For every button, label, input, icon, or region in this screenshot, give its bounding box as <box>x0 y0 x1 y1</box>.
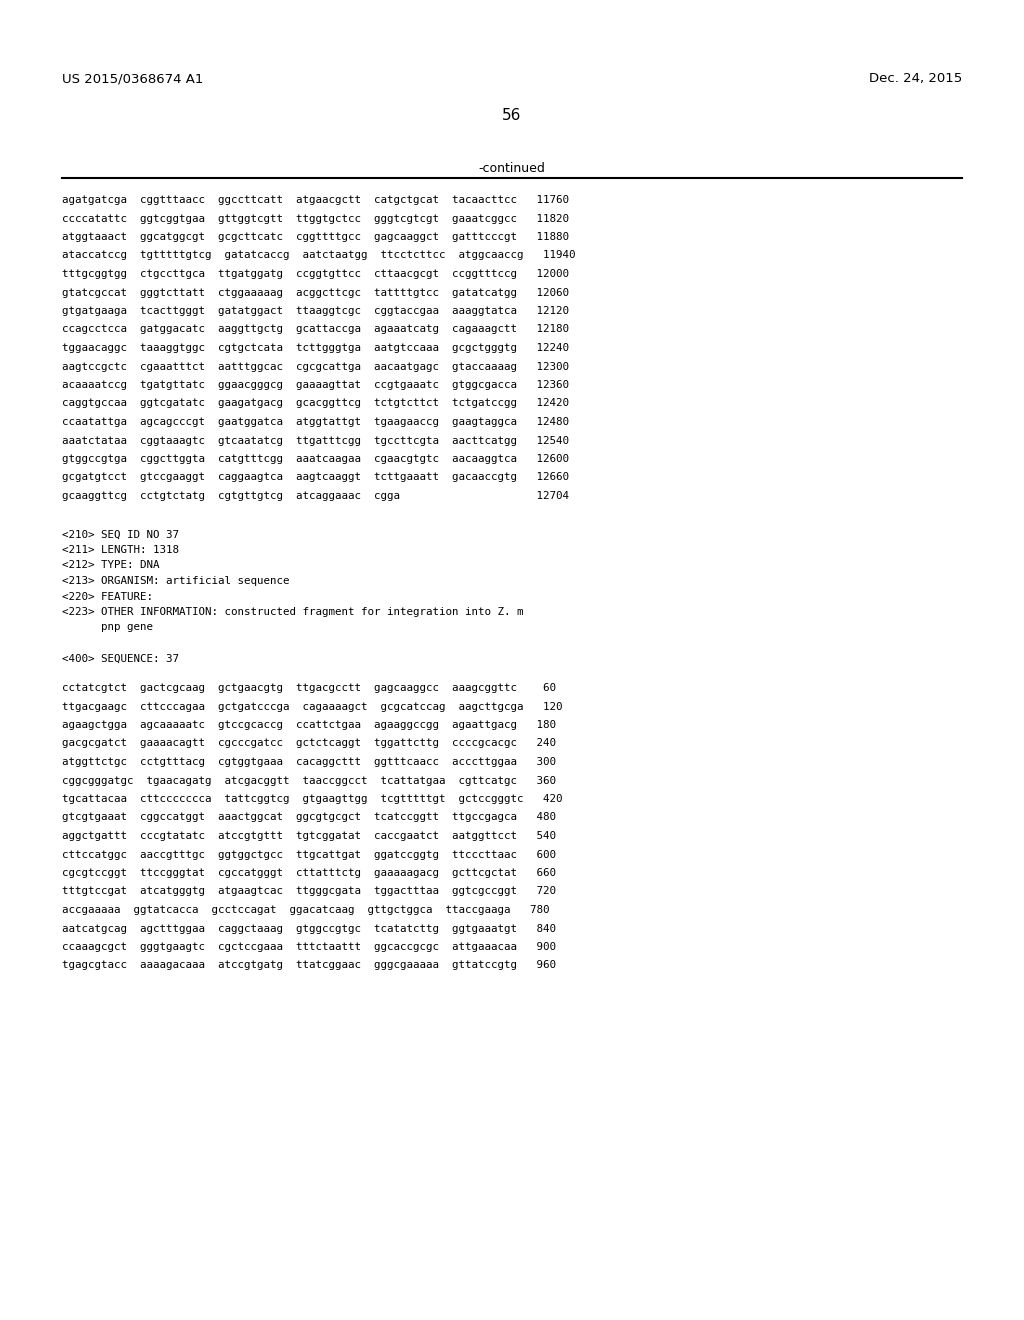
Text: gtgatgaaga  tcacttgggt  gatatggact  ttaaggtcgc  cggtaccgaa  aaaggtatca   12120: gtgatgaaga tcacttgggt gatatggact ttaaggt… <box>62 306 569 315</box>
Text: -continued: -continued <box>478 162 546 176</box>
Text: atggtaaact  ggcatggcgt  gcgcttcatc  cggttttgcc  gagcaaggct  gatttcccgt   11880: atggtaaact ggcatggcgt gcgcttcatc cggtttt… <box>62 232 569 242</box>
Text: Dec. 24, 2015: Dec. 24, 2015 <box>868 73 962 84</box>
Text: agaagctgga  agcaaaaatc  gtccgcaccg  ccattctgaa  agaaggccgg  agaattgacg   180: agaagctgga agcaaaaatc gtccgcaccg ccattct… <box>62 719 556 730</box>
Text: atggttctgc  cctgtttacg  cgtggtgaaa  cacaggcttt  ggtttcaacc  acccttggaa   300: atggttctgc cctgtttacg cgtggtgaaa cacaggc… <box>62 756 556 767</box>
Text: caggtgccaa  ggtcgatatc  gaagatgacg  gcacggttcg  tctgtcttct  tctgatccgg   12420: caggtgccaa ggtcgatatc gaagatgacg gcacggt… <box>62 399 569 408</box>
Text: <400> SEQUENCE: 37: <400> SEQUENCE: 37 <box>62 653 179 664</box>
Text: cttccatggc  aaccgtttgc  ggtggctgcc  ttgcattgat  ggatccggtg  ttcccttaac   600: cttccatggc aaccgtttgc ggtggctgcc ttgcatt… <box>62 850 556 859</box>
Text: pnp gene: pnp gene <box>62 623 153 632</box>
Text: aggctgattt  cccgtatatc  atccgtgttt  tgtcggatat  caccgaatct  aatggttcct   540: aggctgattt cccgtatatc atccgtgttt tgtcgga… <box>62 832 556 841</box>
Text: gcaaggttcg  cctgtctatg  cgtgttgtcg  atcaggaaac  cgga                     12704: gcaaggttcg cctgtctatg cgtgttgtcg atcagga… <box>62 491 569 502</box>
Text: aagtccgctc  cgaaatttct  aatttggcac  cgcgcattga  aacaatgagc  gtaccaaaag   12300: aagtccgctc cgaaatttct aatttggcac cgcgcat… <box>62 362 569 371</box>
Text: ccccatattc  ggtcggtgaa  gttggtcgtt  ttggtgctcc  gggtcgtcgt  gaaatcggcc   11820: ccccatattc ggtcggtgaa gttggtcgtt ttggtgc… <box>62 214 569 223</box>
Text: aaatctataa  cggtaaagtc  gtcaatatcg  ttgatttcgg  tgccttcgta  aacttcatgg   12540: aaatctataa cggtaaagtc gtcaatatcg ttgattt… <box>62 436 569 446</box>
Text: tggaacaggc  taaaggtggc  cgtgctcata  tcttgggtga  aatgtccaaa  gcgctgggtg   12240: tggaacaggc taaaggtggc cgtgctcata tcttggg… <box>62 343 569 352</box>
Text: <212> TYPE: DNA: <212> TYPE: DNA <box>62 561 160 570</box>
Text: tttgtccgat  atcatgggtg  atgaagtcac  ttgggcgata  tggactttaa  ggtcgccggt   720: tttgtccgat atcatgggtg atgaagtcac ttgggcg… <box>62 887 556 896</box>
Text: ttgacgaagc  cttcccagaa  gctgatcccga  cagaaaagct  gcgcatccag  aagcttgcga   120: ttgacgaagc cttcccagaa gctgatcccga cagaaa… <box>62 701 562 711</box>
Text: cgcgtccggt  ttccgggtat  cgccatgggt  cttatttctg  gaaaaagacg  gcttcgctat   660: cgcgtccggt ttccgggtat cgccatgggt cttattt… <box>62 869 556 878</box>
Text: 56: 56 <box>503 108 521 123</box>
Text: tgagcgtacc  aaaagacaaa  atccgtgatg  ttatcggaac  gggcgaaaaa  gttatccgtg   960: tgagcgtacc aaaagacaaa atccgtgatg ttatcgg… <box>62 961 556 970</box>
Text: <211> LENGTH: 1318: <211> LENGTH: 1318 <box>62 545 179 554</box>
Text: aatcatgcag  agctttggaa  caggctaaag  gtggccgtgc  tcatatcttg  ggtgaaatgt   840: aatcatgcag agctttggaa caggctaaag gtggccg… <box>62 924 556 933</box>
Text: ccaaagcgct  gggtgaagtc  cgctccgaaa  tttctaattt  ggcaccgcgc  attgaaacaa   900: ccaaagcgct gggtgaagtc cgctccgaaa tttctaa… <box>62 942 556 952</box>
Text: acaaaatccg  tgatgttatc  ggaacgggcg  gaaaagttat  ccgtgaaatc  gtggcgacca   12360: acaaaatccg tgatgttatc ggaacgggcg gaaaagt… <box>62 380 569 389</box>
Text: cctatcgtct  gactcgcaag  gctgaacgtg  ttgacgcctt  gagcaaggcc  aaagcggttc    60: cctatcgtct gactcgcaag gctgaacgtg ttgacgc… <box>62 682 556 693</box>
Text: gtcgtgaaat  cggccatggt  aaactggcat  ggcgtgcgct  tcatccggtt  ttgccgagca   480: gtcgtgaaat cggccatggt aaactggcat ggcgtgc… <box>62 813 556 822</box>
Text: cggcgggatgc  tgaacagatg  atcgacggtt  taaccggcct  tcattatgaa  cgttcatgc   360: cggcgggatgc tgaacagatg atcgacggtt taaccg… <box>62 776 556 785</box>
Text: ataccatccg  tgtttttgtcg  gatatcaccg  aatctaatgg  ttcctcttcc  atggcaaccg   11940: ataccatccg tgtttttgtcg gatatcaccg aatcta… <box>62 251 575 260</box>
Text: <223> OTHER INFORMATION: constructed fragment for integration into Z. m: <223> OTHER INFORMATION: constructed fra… <box>62 607 523 616</box>
Text: <220> FEATURE:: <220> FEATURE: <box>62 591 153 602</box>
Text: tgcattacaa  cttccccccca  tattcggtcg  gtgaagttgg  tcgtttttgt  gctccgggtc   420: tgcattacaa cttccccccca tattcggtcg gtgaag… <box>62 795 562 804</box>
Text: gacgcgatct  gaaaacagtt  cgcccgatcc  gctctcaggt  tggattcttg  ccccgcacgc   240: gacgcgatct gaaaacagtt cgcccgatcc gctctca… <box>62 738 556 748</box>
Text: <210> SEQ ID NO 37: <210> SEQ ID NO 37 <box>62 529 179 540</box>
Text: gcgatgtcct  gtccgaaggt  caggaagtca  aagtcaaggt  tcttgaaatt  gacaaccgtg   12660: gcgatgtcct gtccgaaggt caggaagtca aagtcaa… <box>62 473 569 483</box>
Text: US 2015/0368674 A1: US 2015/0368674 A1 <box>62 73 204 84</box>
Text: tttgcggtgg  ctgccttgca  ttgatggatg  ccggtgttcc  cttaacgcgt  ccggtttccg   12000: tttgcggtgg ctgccttgca ttgatggatg ccggtgt… <box>62 269 569 279</box>
Text: ccaatattga  agcagcccgt  gaatggatca  atggtattgt  tgaagaaccg  gaagtaggca   12480: ccaatattga agcagcccgt gaatggatca atggtat… <box>62 417 569 426</box>
Text: <213> ORGANISM: artificial sequence: <213> ORGANISM: artificial sequence <box>62 576 290 586</box>
Text: accgaaaaa  ggtatcacca  gcctccagat  ggacatcaag  gttgctggca  ttaccgaaga   780: accgaaaaa ggtatcacca gcctccagat ggacatca… <box>62 906 550 915</box>
Text: gtggccgtga  cggcttggta  catgtttcgg  aaatcaagaa  cgaacgtgtc  aacaaggtca   12600: gtggccgtga cggcttggta catgtttcgg aaatcaa… <box>62 454 569 465</box>
Text: agatgatcga  cggtttaacc  ggccttcatt  atgaacgctt  catgctgcat  tacaacttcc   11760: agatgatcga cggtttaacc ggccttcatt atgaacg… <box>62 195 569 205</box>
Text: ccagcctcca  gatggacatc  aaggttgctg  gcattaccga  agaaatcatg  cagaaagctt   12180: ccagcctcca gatggacatc aaggttgctg gcattac… <box>62 325 569 334</box>
Text: gtatcgccat  gggtcttatt  ctggaaaaag  acggcttcgc  tattttgtcc  gatatcatgg   12060: gtatcgccat gggtcttatt ctggaaaaag acggctt… <box>62 288 569 297</box>
